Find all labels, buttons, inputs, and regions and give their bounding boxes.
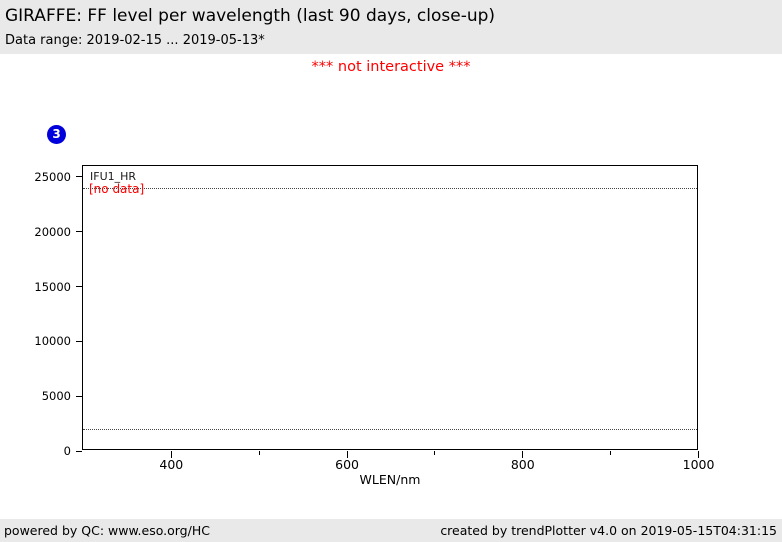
x-axis-tick-label: 400 bbox=[159, 457, 184, 472]
y-axis-tick-label: 25000 bbox=[34, 169, 71, 184]
page-title: GIRAFFE: FF level per wavelength (last 9… bbox=[5, 6, 496, 26]
y-axis-tick bbox=[76, 286, 82, 288]
footer-created-by: created by trendPlotter v4.0 on 2019-05-… bbox=[440, 523, 777, 538]
threshold-line bbox=[83, 429, 697, 431]
x-axis-tick bbox=[522, 451, 524, 458]
data-range-subtitle: Data range: 2019-02-15 ... 2019-05-13* bbox=[5, 33, 265, 48]
x-axis-tick bbox=[698, 451, 700, 458]
x-axis-tick bbox=[346, 451, 348, 458]
x-axis-title: WLEN/nm bbox=[359, 472, 421, 487]
plot-number-badge[interactable]: 3 bbox=[47, 125, 66, 144]
series-label: IFU1_HR bbox=[90, 170, 137, 183]
y-axis-tick-label: 5000 bbox=[41, 389, 71, 404]
no-data-message: [no data] bbox=[89, 182, 145, 196]
plot-area: IFU1_HR [no data] 0 5000 10000 15000 20000 25… bbox=[34, 165, 714, 472]
y-axis-tick-label: 15000 bbox=[34, 279, 71, 294]
threshold-line bbox=[83, 187, 697, 189]
y-axis-tick bbox=[76, 340, 82, 342]
footer-bar: powered by QC: www.eso.org/HC created by… bbox=[0, 519, 782, 542]
y-axis-tick-label: 10000 bbox=[34, 334, 71, 349]
x-axis-tick bbox=[170, 451, 172, 458]
x-axis-tick-label: 600 bbox=[335, 457, 359, 472]
y-axis-tick bbox=[76, 176, 82, 178]
y-axis-tick bbox=[76, 450, 82, 452]
y-axis-tick-label: 20000 bbox=[34, 224, 71, 239]
y-axis-tick bbox=[76, 395, 82, 397]
x-axis-tick-label: 1000 bbox=[682, 457, 715, 472]
not-interactive-notice: *** not interactive *** bbox=[311, 59, 471, 75]
y-axis-tick-label: 0 bbox=[63, 444, 71, 458]
x-axis-minor-tick bbox=[434, 451, 436, 455]
x-axis-minor-tick bbox=[258, 451, 260, 455]
header-bar: GIRAFFE: FF level per wavelength (last 9… bbox=[0, 0, 782, 54]
x-axis-minor-tick bbox=[610, 451, 612, 455]
x-axis-tick-label: 800 bbox=[510, 457, 535, 472]
y-axis-tick bbox=[76, 231, 82, 233]
footer-powered-by: powered by QC: www.eso.org/HC bbox=[4, 523, 210, 538]
